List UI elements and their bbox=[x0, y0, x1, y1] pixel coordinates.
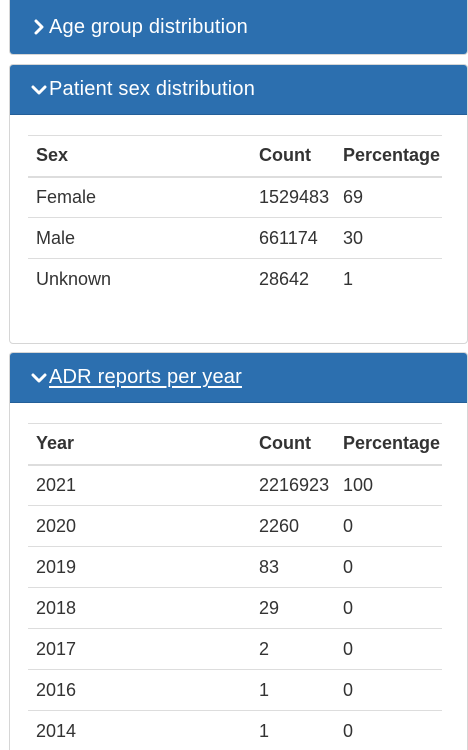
cell-count: 661174 bbox=[251, 217, 335, 259]
cell-count: 28642 bbox=[251, 258, 335, 300]
column-header-year: Year bbox=[28, 423, 251, 466]
cell-sex: Unknown bbox=[28, 258, 251, 300]
cell-count: 2260 bbox=[251, 505, 335, 547]
cell-sex: Male bbox=[28, 217, 251, 259]
cell-percentage: 1 bbox=[335, 258, 442, 300]
adr-reports-panel-header[interactable]: ADR reports per year bbox=[10, 353, 467, 403]
table-header-row: Sex Count Percentage bbox=[28, 135, 442, 178]
cell-year: 2021 bbox=[36, 474, 77, 495]
table-row: 2016 1 0 bbox=[28, 669, 442, 711]
cell-year: 2018 bbox=[28, 587, 251, 629]
sex-distribution-panel-title: Patient sex distribution bbox=[49, 78, 256, 100]
table-row: Female 1529483 69 bbox=[28, 177, 442, 218]
cell-year: 2016 bbox=[28, 669, 251, 711]
age-group-panel: Age group distribution bbox=[9, 0, 468, 55]
table-row: 2017 2 0 bbox=[28, 628, 442, 670]
column-header-percentage: Percentage bbox=[335, 135, 442, 178]
table-row: Male 661174 30 bbox=[28, 217, 442, 259]
cell-count: 29 bbox=[251, 587, 335, 629]
cell-percentage: 100 bbox=[343, 474, 374, 495]
cell-percentage: 0 bbox=[335, 669, 442, 711]
sex-distribution-panel: Patient sex distribution Sex Count Perce… bbox=[9, 64, 468, 344]
adr-reports-panel-title-link[interactable]: ADR reports per year bbox=[49, 366, 242, 388]
cell-percentage: 0 bbox=[335, 546, 442, 588]
cell-percentage: 30 bbox=[335, 217, 442, 259]
cell-sex: Female bbox=[36, 186, 97, 207]
cell-percentage: 0 bbox=[335, 628, 442, 670]
cell-count: 2216923 bbox=[259, 474, 330, 495]
table-row: 2020 2260 0 bbox=[28, 505, 442, 547]
cell-percentage: 69 bbox=[343, 186, 364, 207]
table-row: 2019 83 0 bbox=[28, 546, 442, 588]
column-header-count: Count bbox=[251, 135, 335, 178]
cell-year: 2019 bbox=[28, 546, 251, 588]
adr-reports-panel: ADR reports per year Year Count Percenta… bbox=[9, 352, 468, 750]
cell-count: 83 bbox=[251, 546, 335, 588]
cell-percentage: 0 bbox=[335, 505, 442, 547]
column-header-sex: Sex bbox=[28, 135, 251, 178]
cell-percentage: 0 bbox=[335, 587, 442, 629]
cell-count: 2 bbox=[251, 628, 335, 670]
table-row: 2018 29 0 bbox=[28, 587, 442, 629]
cell-year: 2014 bbox=[28, 710, 251, 750]
cell-year: 2017 bbox=[28, 628, 251, 670]
age-group-panel-title: Age group distribution bbox=[49, 15, 248, 38]
column-header-percentage: Percentage bbox=[335, 423, 442, 466]
cell-count: 1529483 bbox=[259, 186, 330, 207]
chevron-right-icon bbox=[31, 19, 47, 35]
cell-count: 1 bbox=[251, 669, 335, 711]
chevron-down-icon bbox=[31, 82, 47, 98]
age-group-panel-header[interactable]: Age group distribution bbox=[10, 0, 467, 54]
column-header-count: Count bbox=[251, 423, 335, 466]
table-header-row: Year Count Percentage bbox=[28, 423, 442, 466]
table-row: 2021 2216923 100 bbox=[28, 465, 442, 506]
sex-distribution-panel-header[interactable]: Patient sex distribution bbox=[10, 65, 467, 115]
table-row: Unknown 28642 1 bbox=[28, 258, 442, 300]
chevron-down-icon bbox=[31, 370, 47, 386]
table-row: 2014 1 0 bbox=[28, 710, 442, 750]
cell-count: 1 bbox=[251, 710, 335, 750]
cell-year: 2020 bbox=[28, 505, 251, 547]
sex-distribution-table: Sex Count Percentage Female 1529483 69 M… bbox=[28, 135, 442, 300]
adr-reports-table: Year Count Percentage 2021 2216923 100 2… bbox=[28, 423, 442, 750]
cell-percentage: 0 bbox=[335, 710, 442, 750]
